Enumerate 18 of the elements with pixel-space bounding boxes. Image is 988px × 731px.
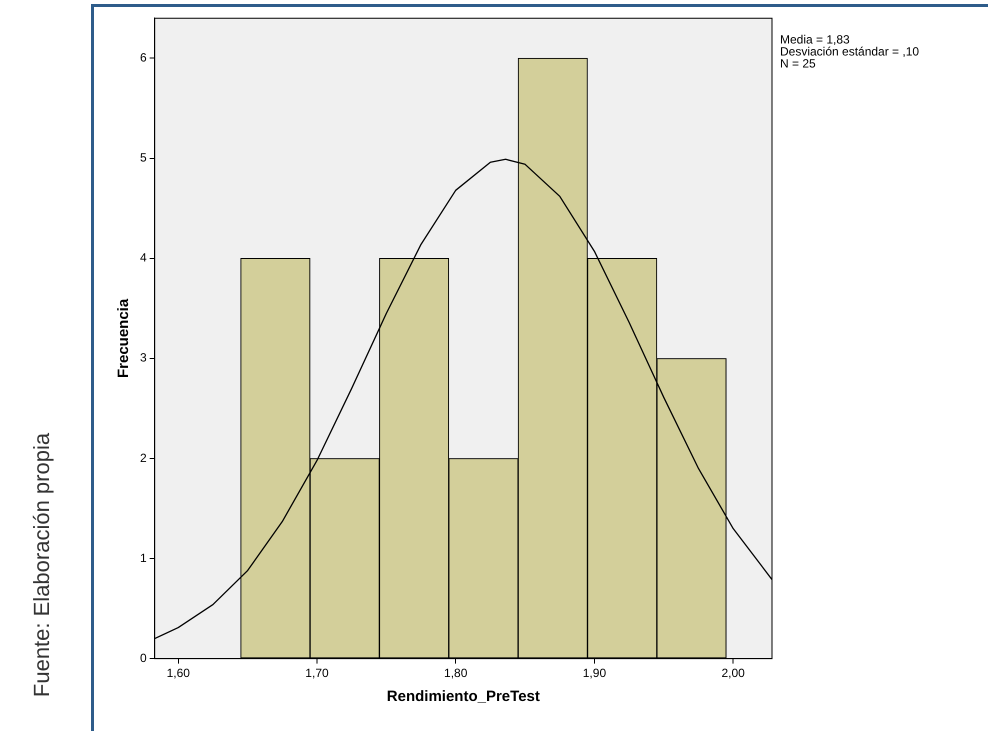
y-tick-label: 2 [140,450,147,465]
text: Desviación estándar = ,10 [780,44,920,59]
x-axis-title: Rendimiento_PreTest [386,688,540,706]
x-tick-label: 2,00 [721,666,746,680]
y-axis-title: Frecuencia [115,298,132,378]
x-tick-label: 1,80 [444,666,468,680]
source-note: Fuente: Elaboración propia [29,432,55,698]
text: N = 25 [780,56,816,71]
x-tick-label: 1,70 [305,666,329,680]
x-tick-label: 1,60 [166,666,190,680]
y-tick-label: 0 [140,650,147,665]
text: Media = 1,83 [780,32,850,47]
x-tick-label: 1,90 [582,666,606,680]
y-tick-label: 4 [140,250,147,265]
y-tick-label: 6 [140,50,147,65]
y-tick-label: 3 [140,350,147,365]
y-tick-label: 1 [140,550,147,565]
y-tick-label: 5 [140,150,147,165]
